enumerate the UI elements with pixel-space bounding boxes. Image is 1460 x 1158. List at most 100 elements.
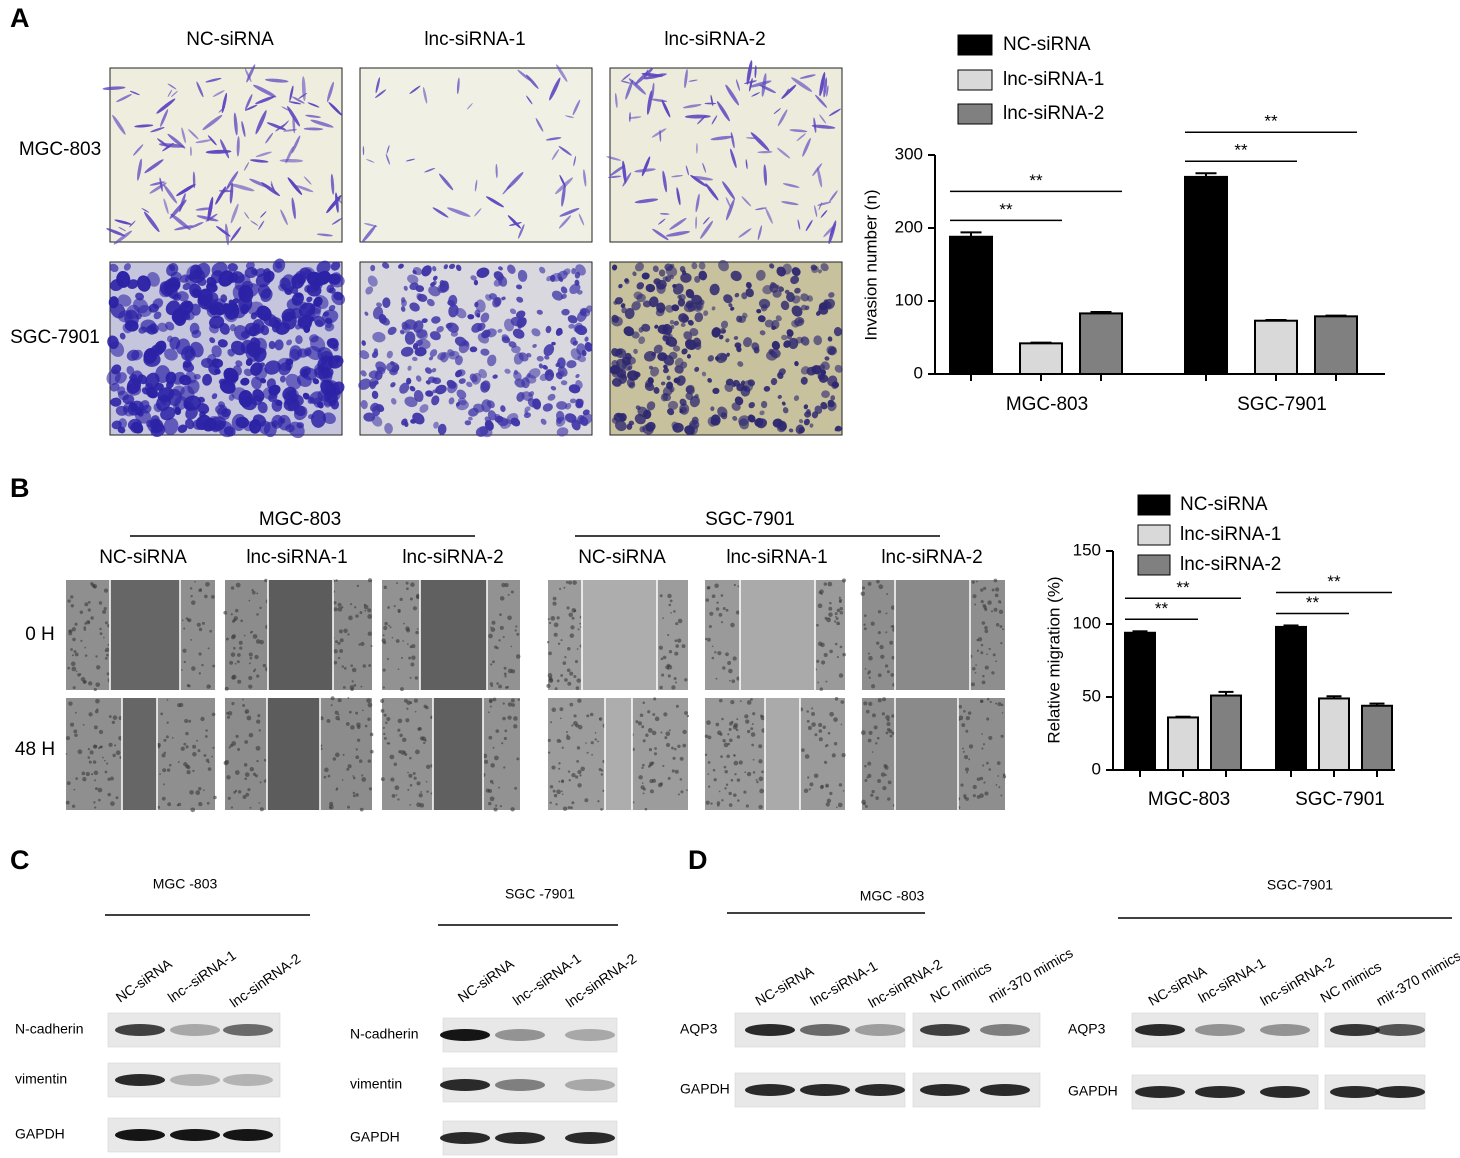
cell xyxy=(181,345,195,361)
cell xyxy=(371,390,379,399)
cell xyxy=(614,297,624,305)
speck xyxy=(213,795,217,800)
speck xyxy=(722,738,726,743)
cell xyxy=(118,226,127,232)
cell xyxy=(542,364,548,370)
speck xyxy=(511,669,516,674)
speck xyxy=(982,764,985,767)
speck xyxy=(205,758,210,763)
cell xyxy=(634,67,654,85)
row-label: 48 H xyxy=(15,739,55,760)
cell xyxy=(823,77,828,98)
cell xyxy=(474,301,479,308)
speck xyxy=(817,641,823,647)
cell xyxy=(740,385,751,397)
speck xyxy=(564,656,567,659)
cell xyxy=(198,396,205,403)
speck xyxy=(70,648,73,651)
speck xyxy=(337,698,342,703)
cell xyxy=(641,323,651,332)
cell xyxy=(437,352,447,361)
speck xyxy=(107,792,111,797)
cell xyxy=(672,345,681,352)
cell xyxy=(796,133,806,142)
speck xyxy=(362,664,367,668)
cell xyxy=(504,368,511,374)
speck xyxy=(112,715,118,720)
speck xyxy=(552,596,557,601)
cell xyxy=(291,135,301,154)
speck xyxy=(707,735,712,740)
speck xyxy=(256,674,260,678)
speck xyxy=(181,619,184,622)
cell xyxy=(827,346,837,355)
speck xyxy=(744,714,749,719)
speck xyxy=(354,606,357,609)
cell xyxy=(298,92,308,99)
cell xyxy=(137,158,142,181)
speck xyxy=(811,722,816,727)
cell xyxy=(133,144,144,156)
cell xyxy=(556,427,569,437)
speck xyxy=(572,580,577,585)
cell xyxy=(291,96,305,104)
cell xyxy=(788,428,794,433)
speck xyxy=(231,702,235,706)
speck xyxy=(887,797,891,801)
cell xyxy=(497,328,503,333)
cell xyxy=(107,335,119,350)
speck xyxy=(404,752,408,757)
cell xyxy=(376,302,382,308)
speck xyxy=(665,742,671,748)
cell xyxy=(672,283,684,295)
cell xyxy=(647,377,654,384)
cell xyxy=(659,213,670,215)
panel-label: D xyxy=(688,845,708,875)
speck xyxy=(885,612,888,615)
speck xyxy=(420,791,422,793)
cell xyxy=(775,284,780,289)
speck xyxy=(721,799,724,802)
speck xyxy=(70,722,75,727)
cell xyxy=(676,375,686,386)
cell xyxy=(466,381,473,388)
cell xyxy=(550,385,557,391)
wound-gap xyxy=(122,698,157,810)
cell xyxy=(745,281,752,289)
speck xyxy=(963,794,967,798)
cell xyxy=(545,325,552,334)
cell xyxy=(328,304,336,312)
cell xyxy=(129,90,140,96)
speck xyxy=(513,716,518,721)
cell xyxy=(691,262,698,270)
speck xyxy=(382,634,385,637)
cell xyxy=(633,348,638,354)
speck xyxy=(211,712,216,717)
blot-row-label: GAPDH xyxy=(350,1129,400,1145)
speck xyxy=(326,719,331,723)
speck xyxy=(641,766,644,769)
cell xyxy=(528,391,535,397)
speck xyxy=(99,627,102,631)
speck xyxy=(571,772,576,778)
speck xyxy=(710,802,713,805)
cell xyxy=(471,372,482,385)
cell xyxy=(634,198,659,204)
cell xyxy=(704,102,717,105)
cell xyxy=(268,392,278,402)
speck xyxy=(351,680,354,683)
cell xyxy=(725,84,740,106)
cell xyxy=(145,419,153,428)
cell xyxy=(745,288,754,298)
speck xyxy=(737,799,740,802)
cell xyxy=(163,184,178,204)
cell xyxy=(575,373,580,379)
cell xyxy=(415,339,424,346)
speck xyxy=(504,583,509,588)
cell xyxy=(410,419,417,424)
speck xyxy=(400,656,404,659)
speck xyxy=(406,587,409,591)
lane-label: mir-370 mimics xyxy=(985,945,1075,1006)
speck xyxy=(397,718,403,724)
legend-swatch xyxy=(1137,554,1171,576)
